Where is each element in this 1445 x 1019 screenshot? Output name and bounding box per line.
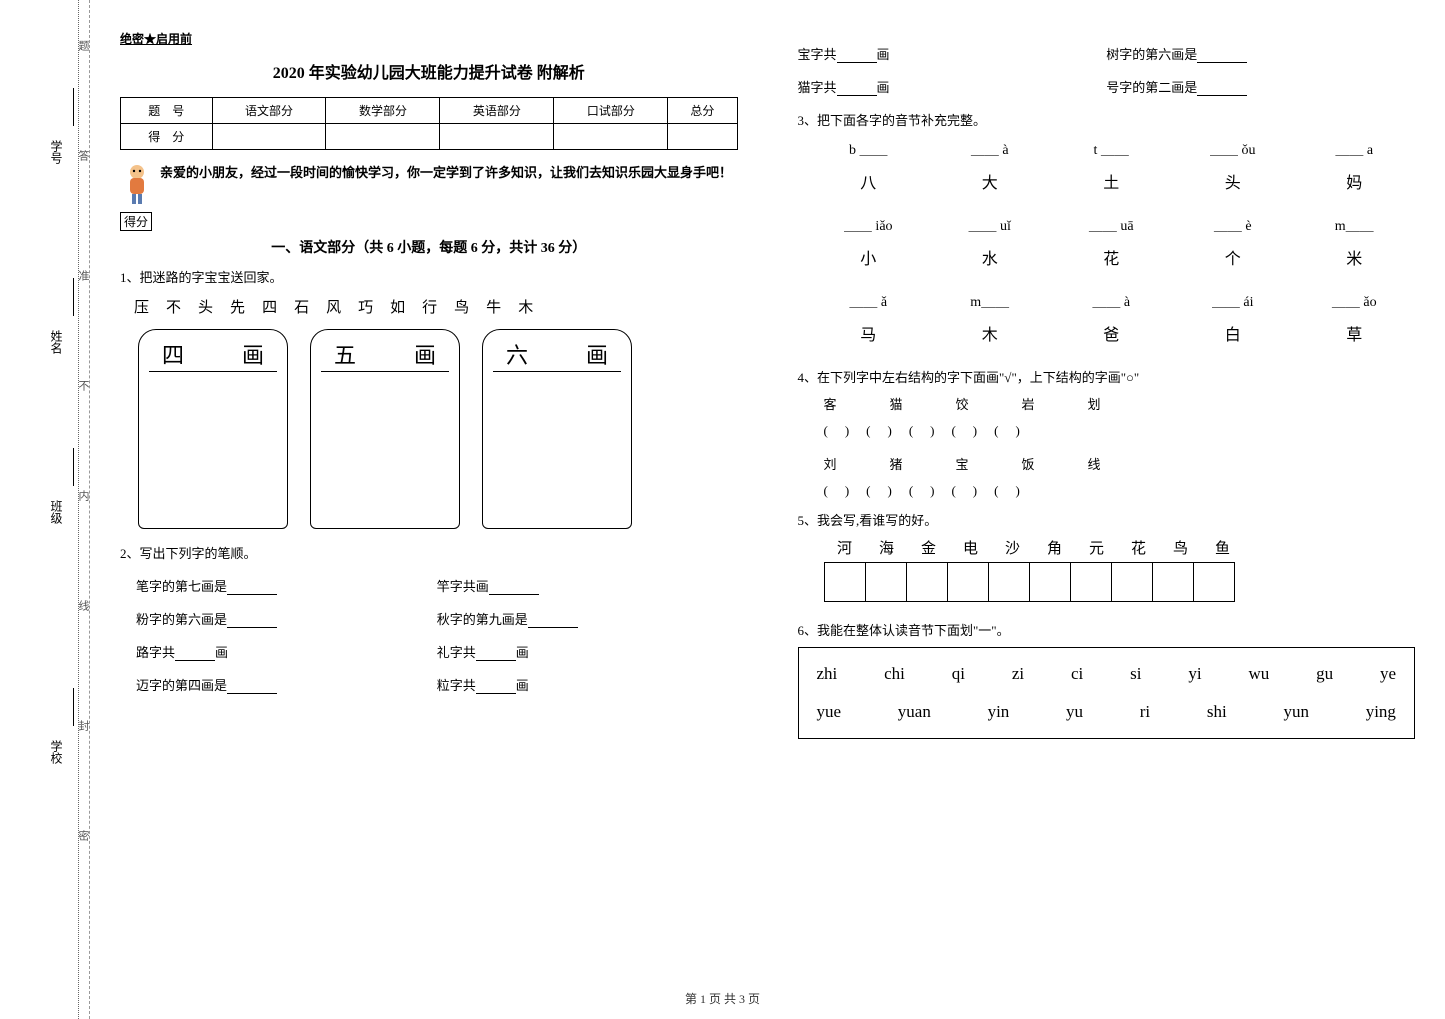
page-title: 2020 年实验幼儿园大班能力提升试卷 附解析 [120, 59, 738, 83]
q2b-list: 宝字共画 树字的第六画是 猫字共画 号字的第二画是 [798, 44, 1416, 96]
th-math: 数学部分 [326, 98, 440, 124]
section1-title: 一、语文部分（共 6 小题，每题 6 分，共计 36 分） [120, 237, 738, 257]
q1-boxes: 四 画 五 画 六 画 [138, 329, 738, 529]
row-score-label: 得 分 [121, 124, 213, 150]
q5-chars: 河海 金电 沙角 元花 鸟鱼 [824, 537, 1416, 558]
q4-block: 客 猫 饺 岩 划 ( ) ( ) ( ) ( ) ( ) 刘 猪 宝 饭 线 … [824, 392, 1416, 504]
q5-boxes[interactable] [824, 562, 1416, 602]
th-num: 题 号 [121, 98, 213, 124]
confidential-label: 绝密★启用前 [120, 30, 738, 47]
q6-prompt: 6、我能在整体认读音节下面划"一"。 [798, 620, 1416, 639]
seg-nei: 内 [75, 490, 91, 505]
page-footer: 第 1 页 共 3 页 [0, 990, 1445, 1007]
q2-prompt: 2、写出下列字的笔顺。 [120, 543, 738, 562]
cell-eng[interactable] [440, 124, 554, 150]
score-table: 题 号 语文部分 数学部分 英语部分 口试部分 总分 得 分 [120, 97, 738, 150]
cell-math[interactable] [326, 124, 440, 150]
seg-mi: 密 [75, 830, 91, 845]
seg-ti: 题 [75, 40, 91, 55]
bind-label-name[interactable]: 姓名 [48, 330, 65, 354]
th-total: 总分 [668, 98, 737, 124]
greeting-text: 亲爱的小朋友，经过一段时间的愉快学习，你一定学到了许多知识，让我们去知识乐园大显… [160, 162, 738, 184]
th-lang: 语文部分 [212, 98, 326, 124]
cell-lang[interactable] [212, 124, 326, 150]
q1-chars: 压不 头先 四石 风巧 如行 鸟牛 木 [134, 296, 738, 317]
bind-label-class[interactable]: 班级 [48, 500, 65, 524]
mascot-icon [120, 162, 154, 206]
box-6[interactable]: 六 画 [482, 329, 632, 529]
q2-list: 笔字的第七画是 竿字共画 粉字的第六画是 秋字的第九画是 路字共画 礼字共画 迈… [136, 576, 738, 694]
q6-box[interactable]: zhichi qizi cisi yiwu guye yueyuan yinyu… [798, 647, 1416, 739]
bind-label-id[interactable]: 学号 [48, 140, 65, 164]
seg-feng: 封 [75, 720, 91, 735]
bind-label-school[interactable]: 学校 [48, 740, 65, 764]
q3-grid: b ＿＿ ＿＿ à t ＿＿ ＿＿ ǒu ＿＿ a 八 大 土 头 妈 ＿＿ i… [808, 139, 1416, 345]
q5-prompt: 5、我会写,看谁写的好。 [798, 510, 1416, 529]
score-badge: 得分 [120, 212, 152, 231]
th-oral: 口试部分 [554, 98, 668, 124]
right-column: 宝字共画 树字的第六画是 猫字共画 号字的第二画是 3、把下面各字的音节补充完整… [768, 0, 1445, 1019]
cell-total[interactable] [668, 124, 737, 150]
seg-xian: 线 [75, 600, 91, 615]
q4-prompt: 4、在下列字中左右结构的字下面画"√"，上下结构的字画"○" [798, 367, 1416, 386]
seg-bu: 不 [75, 380, 91, 395]
box-5[interactable]: 五 画 [310, 329, 460, 529]
seg-zhun: 准 [75, 270, 91, 285]
th-eng: 英语部分 [440, 98, 554, 124]
cell-oral[interactable] [554, 124, 668, 150]
q3-prompt: 3、把下面各字的音节补充完整。 [798, 110, 1416, 129]
binding-margin: 学校 班级 姓名 学号 密 封 线 内 不 准 答 题 [0, 0, 90, 1019]
q1-prompt: 1、把迷路的字宝宝送回家。 [120, 267, 738, 286]
seg-da: 答 [75, 150, 91, 165]
left-column: 绝密★启用前 2020 年实验幼儿园大班能力提升试卷 附解析 题 号 语文部分 … [90, 0, 768, 1019]
box-4[interactable]: 四 画 [138, 329, 288, 529]
